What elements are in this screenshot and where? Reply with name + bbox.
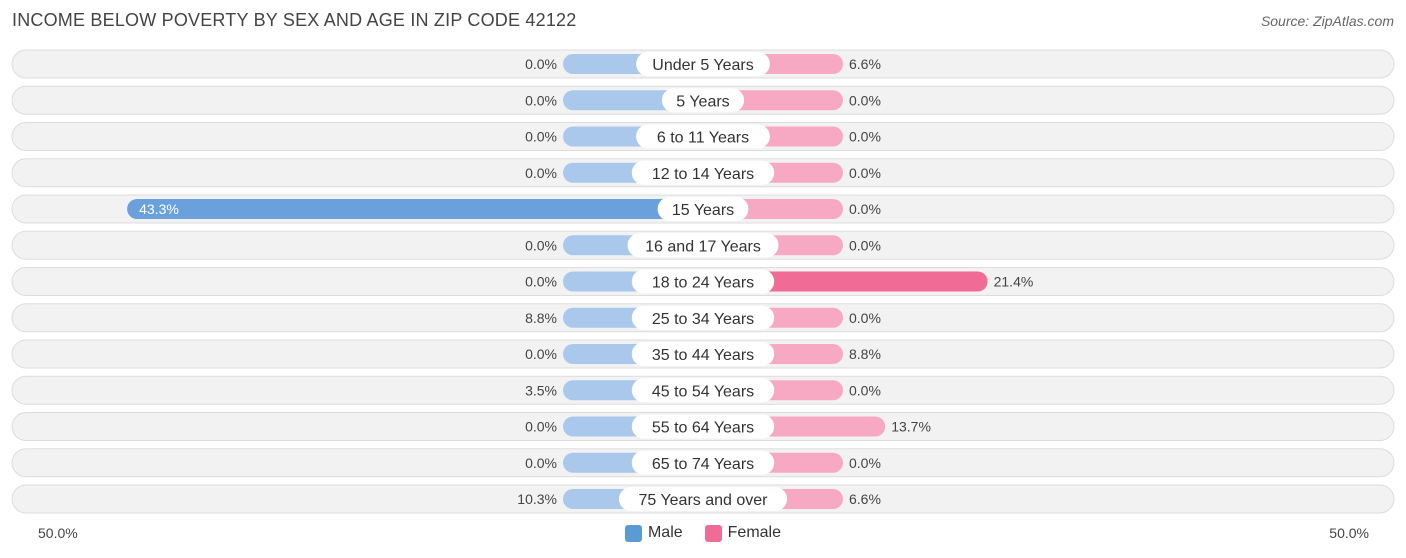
value-label-male: 0.0% [525,92,557,108]
axis-left-label: 50.0% [38,525,78,541]
value-label-male: 0.0% [525,419,557,435]
legend-item-female[interactable]: Female [704,524,782,542]
axis-right-label: 50.0% [1329,525,1369,541]
value-label-male: 0.0% [525,274,557,290]
value-label-female: 6.6% [849,56,881,72]
value-label-male: 0.0% [525,455,557,471]
category-label: 16 and 17 Years [645,238,761,255]
category-pill [657,197,749,221]
value-label-female: 21.4% [994,274,1034,290]
value-label-male: 0.0% [525,129,557,145]
value-label-female: 0.0% [849,201,881,217]
legend-label-male: Male [647,524,683,541]
value-label-male: 43.3% [139,201,179,217]
category-label: 6 to 11 Years [657,130,749,147]
value-label-male: 0.0% [525,237,557,253]
category-pill [631,160,775,185]
category-pill [618,487,788,511]
legend-label-female: Female [727,524,782,541]
value-label-male: 0.0% [525,346,557,362]
category-pill [627,233,779,258]
value-label-female: 0.0% [849,382,881,398]
category-label: 15 Years [672,202,734,219]
value-label-female: 0.0% [849,310,881,326]
legend-swatch-female [704,524,722,542]
value-label-male: 8.8% [525,310,557,326]
value-label-female: 0.0% [849,455,881,471]
category-pill [631,414,775,439]
legend-item-male[interactable]: Male [624,524,683,542]
value-label-female: 0.0% [849,237,881,253]
category-label: 55 to 64 Years [652,420,754,437]
value-label-female: 13.7% [891,419,931,435]
chart-title: INCOME BELOW POVERTY BY SEX AND AGE IN Z… [12,10,577,30]
category-pill [631,305,775,330]
category-label: 5 Years [676,93,729,110]
value-label-male: 0.0% [525,56,557,72]
value-label-female: 0.0% [849,165,881,181]
category-pill [636,124,770,149]
category-label: 12 to 14 Years [652,166,754,183]
legend: Male Female [0,522,1406,544]
bar-female [703,271,988,292]
category-label: 18 to 24 Years [652,275,754,292]
value-label-male: 10.3% [517,491,557,507]
value-label-male: 0.0% [525,165,557,181]
value-label-female: 8.8% [849,346,881,362]
value-label-male: 3.5% [525,382,557,398]
legend-swatch-male [624,524,642,542]
category-label: 25 to 34 Years [652,311,754,328]
value-label-female: 0.0% [849,92,881,108]
category-label: 75 Years and over [639,492,769,509]
poverty-chart: 0.0% 6.6% Under 5 Years 0.0% 0.0% 5 Years 0.0%… [11,49,1395,514]
category-pill [631,269,775,294]
category-pill [631,450,775,475]
category-label: 35 to 44 Years [652,347,754,364]
category-pill [661,88,745,113]
category-label: Under 5 Years [652,57,753,74]
value-label-female: 0.0% [849,129,881,145]
category-pill [631,342,775,366]
value-label-female: 6.6% [849,491,881,507]
category-pill [631,378,775,403]
category-pill [636,52,770,76]
category-label: 65 to 74 Years [652,456,754,473]
bar-male [127,199,704,219]
source-label: Source: ZipAtlas.com [1260,13,1394,29]
category-label: 45 to 54 Years [652,383,754,400]
